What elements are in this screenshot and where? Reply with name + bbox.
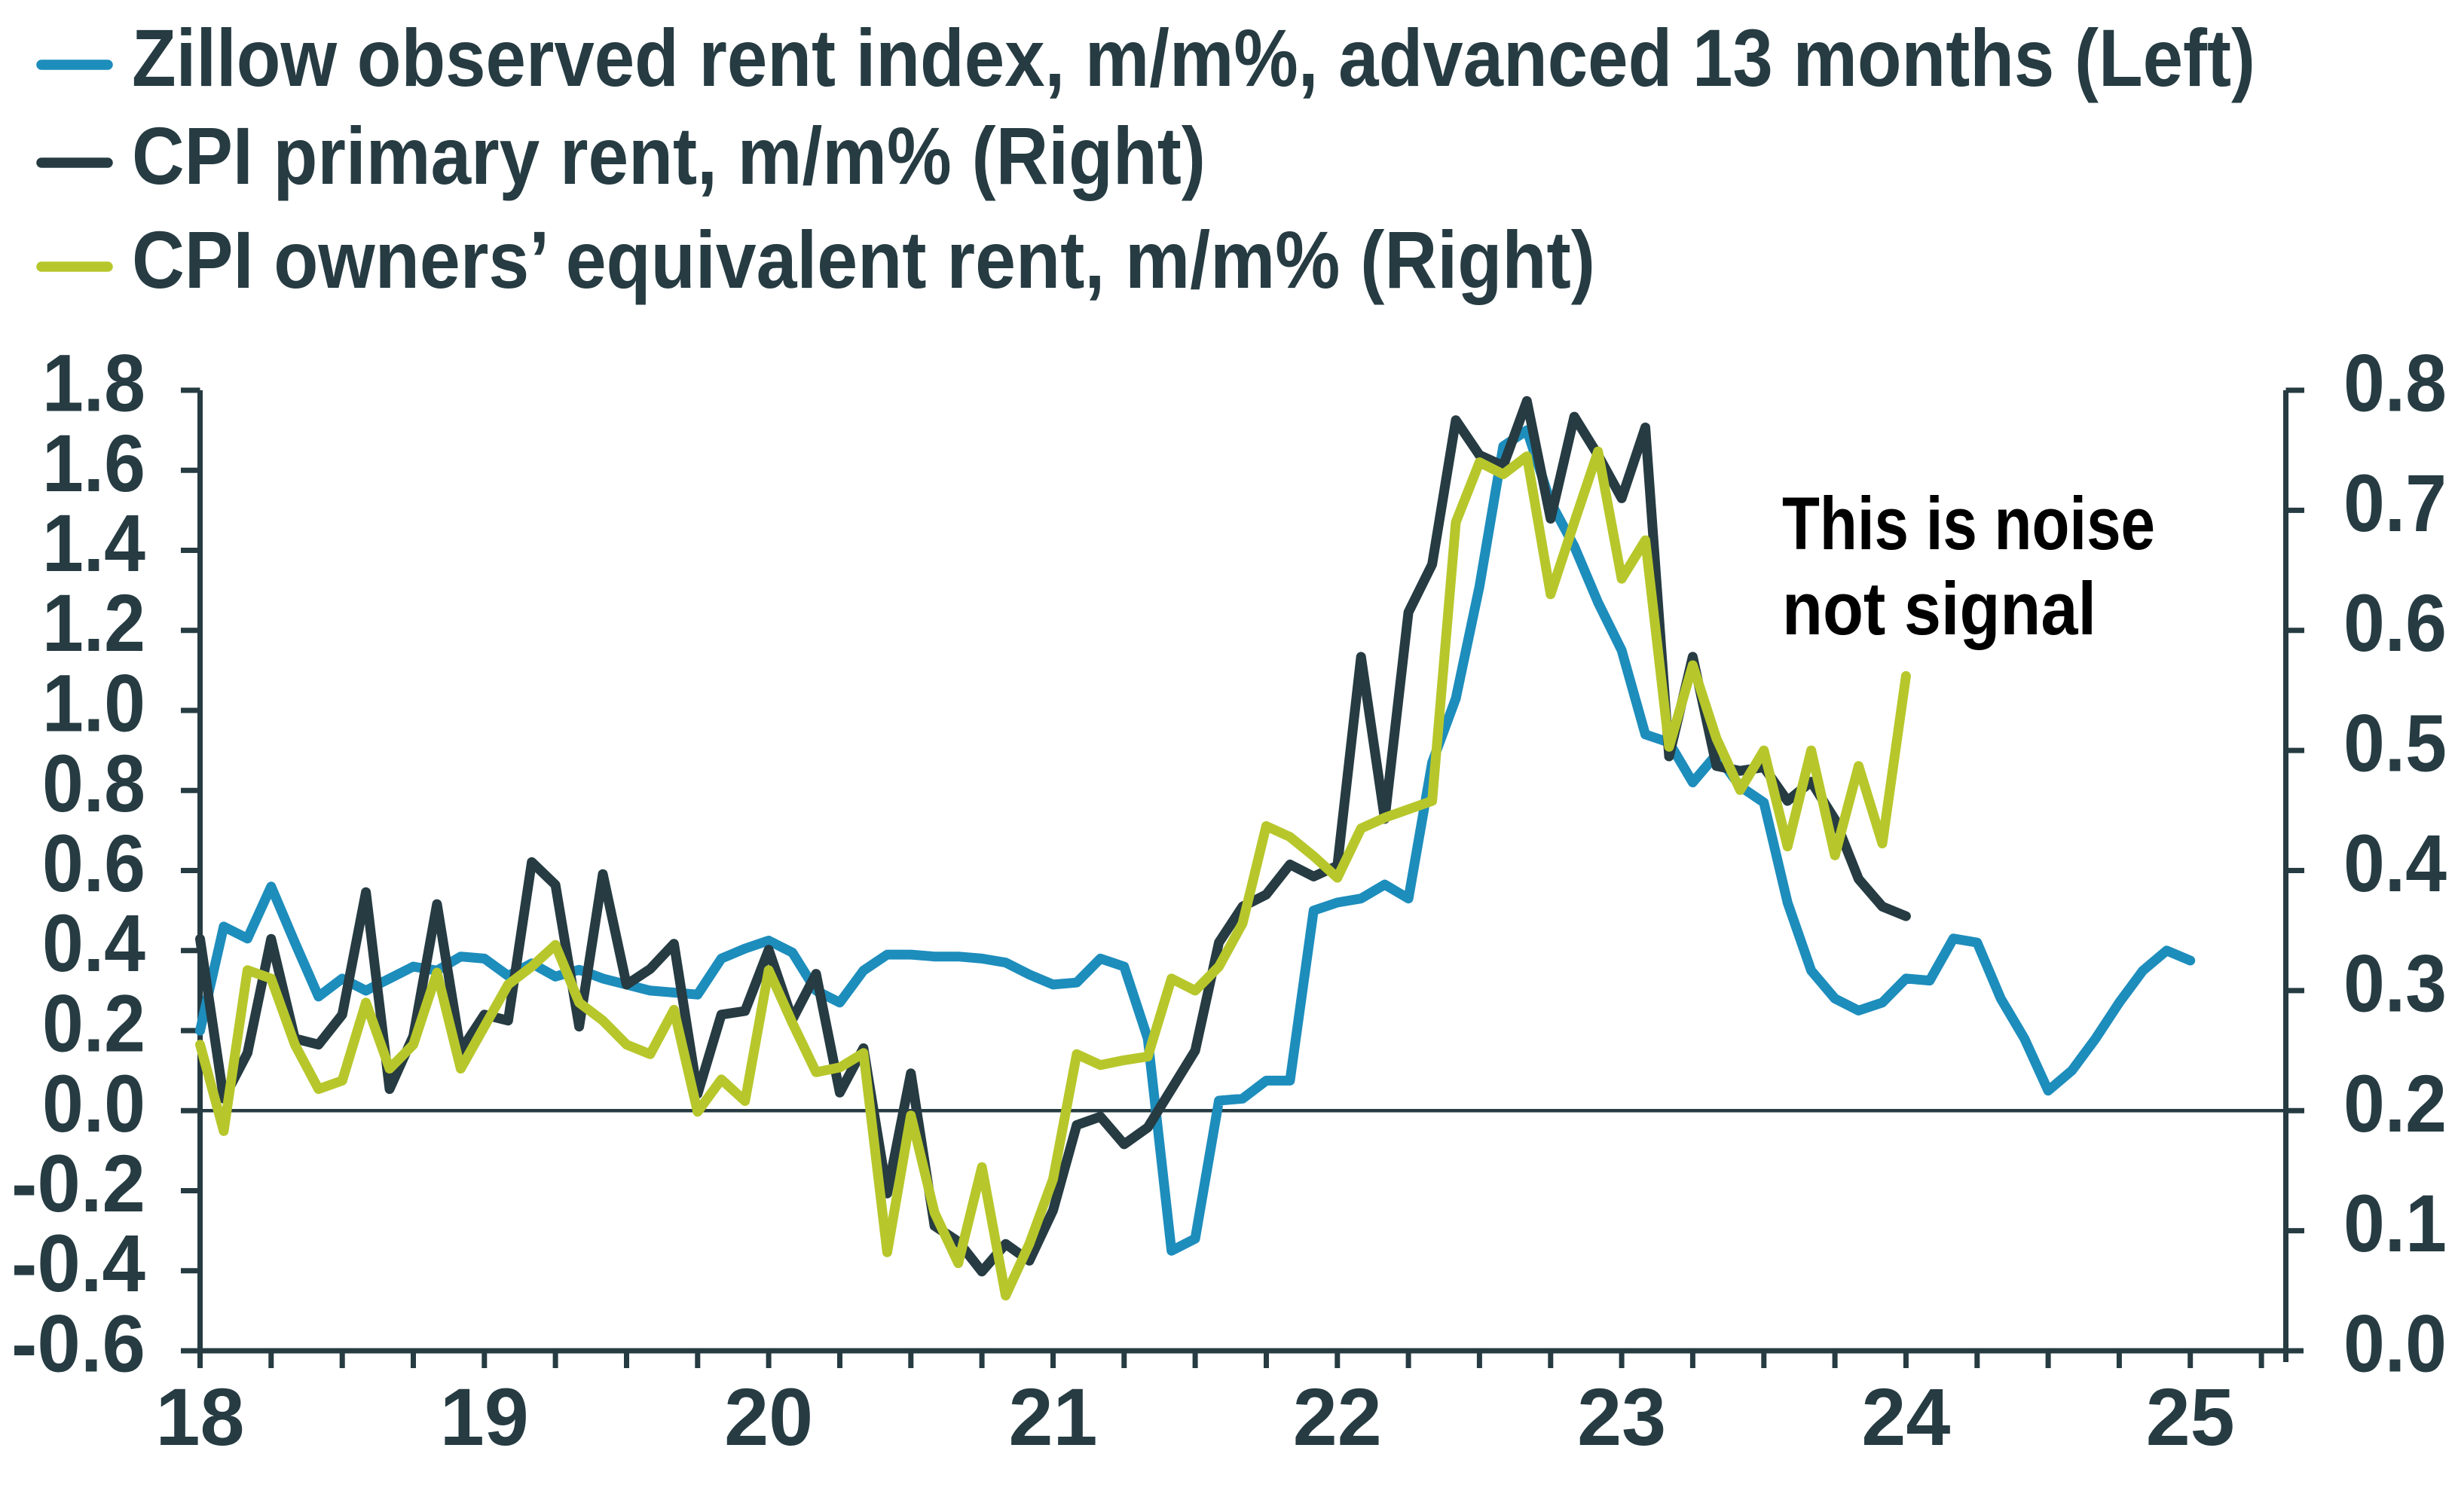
- svg-text:CPI owners’ equivalent rent, m: CPI owners’ equivalent rent, m/m% (Right…: [132, 214, 1595, 305]
- svg-text:0.2: 0.2: [2343, 1058, 2447, 1149]
- svg-text:1.6: 1.6: [42, 417, 145, 509]
- svg-text:0.1: 0.1: [2343, 1178, 2447, 1269]
- svg-text:0.0: 0.0: [2343, 1298, 2447, 1389]
- svg-text:This is noise: This is noise: [1782, 481, 2155, 565]
- svg-text:not signal: not signal: [1782, 567, 2096, 650]
- svg-text:25: 25: [2146, 1371, 2235, 1462]
- svg-text:0.7: 0.7: [2343, 457, 2447, 548]
- svg-text:1.2: 1.2: [42, 577, 145, 668]
- svg-text:20: 20: [724, 1371, 813, 1462]
- svg-text:24: 24: [1861, 1371, 1950, 1462]
- svg-text:-0.6: -0.6: [11, 1298, 145, 1389]
- svg-text:19: 19: [440, 1371, 529, 1462]
- svg-text:0.0: 0.0: [42, 1058, 145, 1149]
- svg-text:0.3: 0.3: [2343, 937, 2447, 1028]
- svg-text:0.2: 0.2: [42, 978, 145, 1069]
- svg-text:0.6: 0.6: [42, 817, 145, 909]
- svg-text:-0.4: -0.4: [11, 1217, 145, 1309]
- svg-text:0.8: 0.8: [2343, 338, 2447, 429]
- svg-text:1.4: 1.4: [42, 497, 145, 588]
- svg-text:0.4: 0.4: [42, 897, 145, 988]
- svg-text:0.8: 0.8: [42, 738, 145, 829]
- svg-text:22: 22: [1293, 1371, 1382, 1462]
- svg-text:23: 23: [1577, 1371, 1666, 1462]
- svg-text:1.8: 1.8: [42, 338, 145, 429]
- svg-text:CPI primary rent, m/m% (Right): CPI primary rent, m/m% (Right): [132, 110, 1206, 201]
- svg-text:0.5: 0.5: [2343, 698, 2447, 789]
- svg-text:0.6: 0.6: [2343, 577, 2447, 668]
- svg-text:18: 18: [156, 1371, 245, 1462]
- svg-text:21: 21: [1009, 1371, 1098, 1462]
- svg-text:Zillow observed rent index, m/: Zillow observed rent index, m/m%, advanc…: [132, 12, 2255, 103]
- svg-text:0.4: 0.4: [2343, 817, 2447, 909]
- svg-text:1.0: 1.0: [42, 658, 145, 749]
- svg-text:-0.2: -0.2: [11, 1138, 145, 1229]
